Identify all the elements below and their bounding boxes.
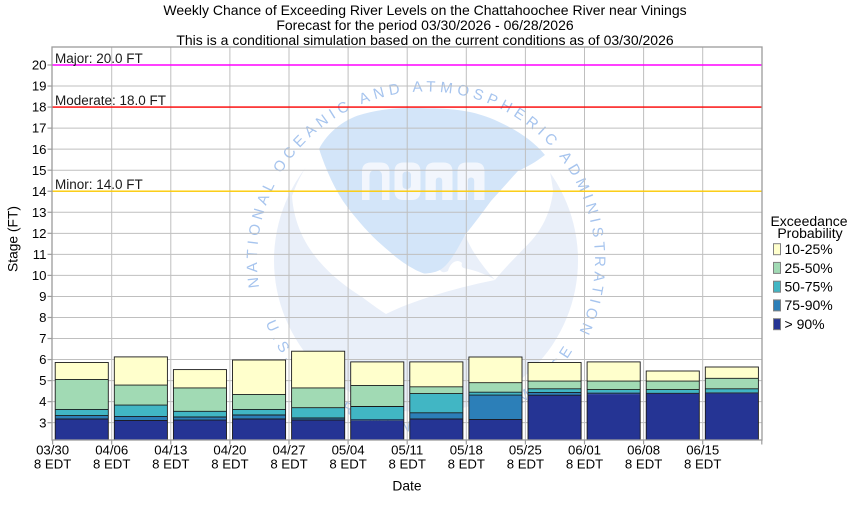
svg-text:15: 15 [32, 163, 47, 178]
svg-text:Date: Date [392, 479, 421, 494]
svg-text:18: 18 [32, 100, 47, 115]
svg-text:03/30: 03/30 [36, 443, 69, 458]
svg-text:05/18: 05/18 [450, 443, 483, 458]
svg-text:04/13: 04/13 [154, 443, 187, 458]
svg-text:75-90%: 75-90% [785, 297, 833, 313]
svg-text:Exceedance: Exceedance [770, 213, 847, 229]
svg-text:04/20: 04/20 [213, 443, 246, 458]
svg-text:8 EDT: 8 EDT [270, 457, 307, 472]
svg-text:4: 4 [39, 394, 46, 409]
svg-text:This is a conditional simulati: This is a conditional simulation based o… [176, 32, 674, 48]
svg-text:8 EDT: 8 EDT [389, 457, 426, 472]
svg-text:8 EDT: 8 EDT [211, 457, 248, 472]
svg-text:Major: 20.0 FT: Major: 20.0 FT [55, 51, 143, 66]
svg-text:10: 10 [32, 268, 47, 283]
svg-text:Probability: Probability [777, 225, 842, 241]
svg-text:8: 8 [39, 310, 46, 325]
svg-text:3: 3 [39, 415, 46, 430]
svg-text:8 EDT: 8 EDT [34, 457, 71, 472]
svg-text:> 90%: > 90% [785, 316, 825, 332]
svg-text:8 EDT: 8 EDT [684, 457, 721, 472]
svg-text:5: 5 [39, 373, 46, 388]
svg-text:16: 16 [32, 142, 47, 157]
svg-text:05/04: 05/04 [332, 443, 365, 458]
svg-text:19: 19 [32, 79, 47, 94]
svg-text:06/01: 06/01 [568, 443, 601, 458]
svg-text:Weekly Chance of Exceeding Riv: Weekly Chance of Exceeding River Levels … [163, 2, 686, 18]
svg-text:8 EDT: 8 EDT [448, 457, 485, 472]
svg-text:Forecast for the period 03/30/: Forecast for the period 03/30/2026 - 06/… [276, 17, 574, 33]
svg-text:9: 9 [39, 289, 46, 304]
svg-text:06/15: 06/15 [686, 443, 719, 458]
svg-text:14: 14 [32, 184, 47, 199]
svg-text:8 EDT: 8 EDT [625, 457, 662, 472]
svg-text:6: 6 [39, 352, 46, 367]
svg-text:04/27: 04/27 [272, 443, 305, 458]
svg-text:04/06: 04/06 [95, 443, 128, 458]
svg-text:8 EDT: 8 EDT [566, 457, 603, 472]
svg-text:06/08: 06/08 [627, 443, 660, 458]
svg-text:10-25%: 10-25% [785, 241, 833, 257]
svg-text:12: 12 [32, 226, 47, 241]
svg-text:Stage (FT): Stage (FT) [6, 206, 21, 272]
svg-text:Minor: 14.0 FT: Minor: 14.0 FT [55, 177, 143, 192]
svg-text:8 EDT: 8 EDT [507, 457, 544, 472]
svg-text:25-50%: 25-50% [785, 260, 833, 276]
svg-text:8 EDT: 8 EDT [93, 457, 130, 472]
svg-text:11: 11 [33, 247, 47, 262]
svg-text:7: 7 [39, 331, 46, 346]
svg-text:05/11: 05/11 [391, 443, 423, 458]
svg-text:17: 17 [32, 121, 47, 136]
svg-text:20: 20 [32, 58, 47, 73]
svg-text:13: 13 [32, 205, 47, 220]
svg-text:05/25: 05/25 [509, 443, 542, 458]
svg-text:8 EDT: 8 EDT [329, 457, 366, 472]
svg-text:Moderate: 18.0 FT: Moderate: 18.0 FT [55, 93, 166, 108]
svg-text:8 EDT: 8 EDT [152, 457, 189, 472]
svg-text:50-75%: 50-75% [785, 279, 833, 295]
